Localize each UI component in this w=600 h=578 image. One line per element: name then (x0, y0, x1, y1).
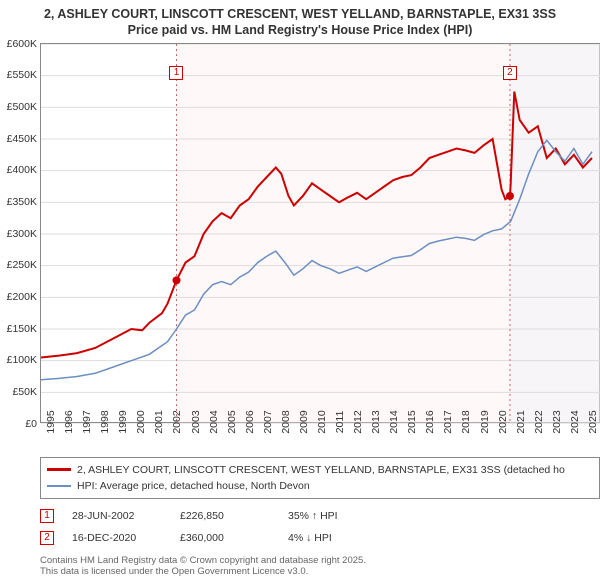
x-axis-tick-label: 2009 (294, 410, 310, 433)
x-axis-tick-label: 2001 (149, 410, 165, 433)
title-line-2: Price paid vs. HM Land Registry's House … (8, 22, 592, 38)
y-axis-tick-label: £400K (7, 164, 41, 176)
event-table: 1 28-JUN-2002 £226,850 35% ↑ HPI 2 16-DEC-202… (40, 505, 600, 549)
y-axis-tick-label: £350K (7, 196, 41, 208)
y-axis-tick-label: £150K (7, 323, 41, 335)
x-axis-tick-label: 2013 (366, 410, 382, 433)
legend-swatch (47, 485, 71, 487)
event-price: £360,000 (180, 532, 270, 544)
x-axis-tick-label: 2022 (529, 410, 545, 433)
x-axis-tick-label: 2000 (131, 410, 147, 433)
event-change: 35% ↑ HPI (288, 510, 378, 522)
chart-title: 2, ASHLEY COURT, LINSCOTT CRESCENT, WEST… (8, 6, 592, 39)
legend-label: 2, ASHLEY COURT, LINSCOTT CRESCENT, WEST… (77, 464, 565, 476)
x-axis-tick-label: 2011 (330, 410, 346, 433)
x-axis-tick-label: 2006 (240, 410, 256, 433)
x-axis-tick-label: 2016 (420, 410, 436, 433)
chart-container: 2, ASHLEY COURT, LINSCOTT CRESCENT, WEST… (0, 0, 600, 560)
footer-attribution: Contains HM Land Registry data © Crown c… (40, 555, 592, 578)
x-axis-tick-label: 2023 (547, 410, 563, 433)
x-axis-tick-label: 2020 (493, 410, 509, 433)
footer-line-1: Contains HM Land Registry data © Crown c… (40, 555, 592, 567)
y-axis-tick-label: £450K (7, 133, 41, 145)
x-axis-tick-label: 2014 (384, 410, 400, 433)
x-axis-tick-label: 2003 (186, 410, 202, 433)
legend-row: HPI: Average price, detached house, Nort… (47, 478, 593, 494)
x-axis-tick-label: 2018 (456, 410, 472, 433)
y-axis-tick-label: £300K (7, 228, 41, 240)
event-change: 4% ↓ HPI (288, 532, 378, 544)
x-axis-tick-label: 2015 (402, 410, 418, 433)
x-axis-tick-label: 2004 (204, 410, 220, 433)
event-marker-1: 1 (169, 66, 183, 80)
x-axis-tick-label: 2007 (258, 410, 274, 433)
legend: 2, ASHLEY COURT, LINSCOTT CRESCENT, WEST… (40, 457, 600, 499)
y-axis-tick-label: £250K (7, 259, 41, 271)
x-axis-tick-label: 2012 (348, 410, 364, 433)
event-date: 16-DEC-2020 (72, 532, 162, 544)
plot-area: £0£50K£100K£150K£200K£250K£300K£350K£400… (40, 43, 600, 423)
title-line-1: 2, ASHLEY COURT, LINSCOTT CRESCENT, WEST… (8, 6, 592, 22)
event-price: £226,850 (180, 510, 270, 522)
x-axis-tick-label: 1999 (113, 410, 129, 433)
x-axis-tick-label: 1996 (59, 410, 75, 433)
x-axis-tick-label: 2017 (438, 410, 454, 433)
x-axis-tick-label: 2021 (511, 410, 527, 433)
x-axis-tick-label: 2005 (222, 410, 238, 433)
y-axis-tick-label: £0 (25, 418, 41, 430)
y-axis-tick-label: £100K (7, 354, 41, 366)
x-axis-tick-label: 2025 (583, 410, 599, 433)
legend-row: 2, ASHLEY COURT, LINSCOTT CRESCENT, WEST… (47, 462, 593, 478)
legend-swatch (47, 468, 71, 471)
event-marker-2: 2 (503, 66, 517, 80)
x-axis-tick-label: 2010 (312, 410, 328, 433)
legend-label: HPI: Average price, detached house, Nort… (77, 480, 310, 492)
x-axis-tick-label: 2002 (167, 410, 183, 433)
x-axis-tick-label: 2024 (565, 410, 581, 433)
event-marker-box: 1 (40, 509, 54, 523)
x-axis-tick-label: 1998 (95, 410, 111, 433)
y-axis-tick-label: £500K (7, 101, 41, 113)
x-axis-tick-label: 2008 (276, 410, 292, 433)
event-row: 1 28-JUN-2002 £226,850 35% ↑ HPI (40, 505, 600, 527)
x-axis-tick-label: 1995 (41, 410, 57, 433)
y-axis-tick-label: £50K (12, 386, 41, 398)
x-axis-tick-label: 1997 (77, 410, 93, 433)
event-date: 28-JUN-2002 (72, 510, 162, 522)
event-marker-box: 2 (40, 531, 54, 545)
y-axis-tick-label: £200K (7, 291, 41, 303)
footer-line-2: This data is licensed under the Open Gov… (40, 566, 592, 578)
y-axis-tick-label: £550K (7, 69, 41, 81)
event-row: 2 16-DEC-2020 £360,000 4% ↓ HPI (40, 527, 600, 549)
y-axis-tick-label: £600K (7, 38, 41, 50)
x-axis-tick-label: 2019 (475, 410, 491, 433)
